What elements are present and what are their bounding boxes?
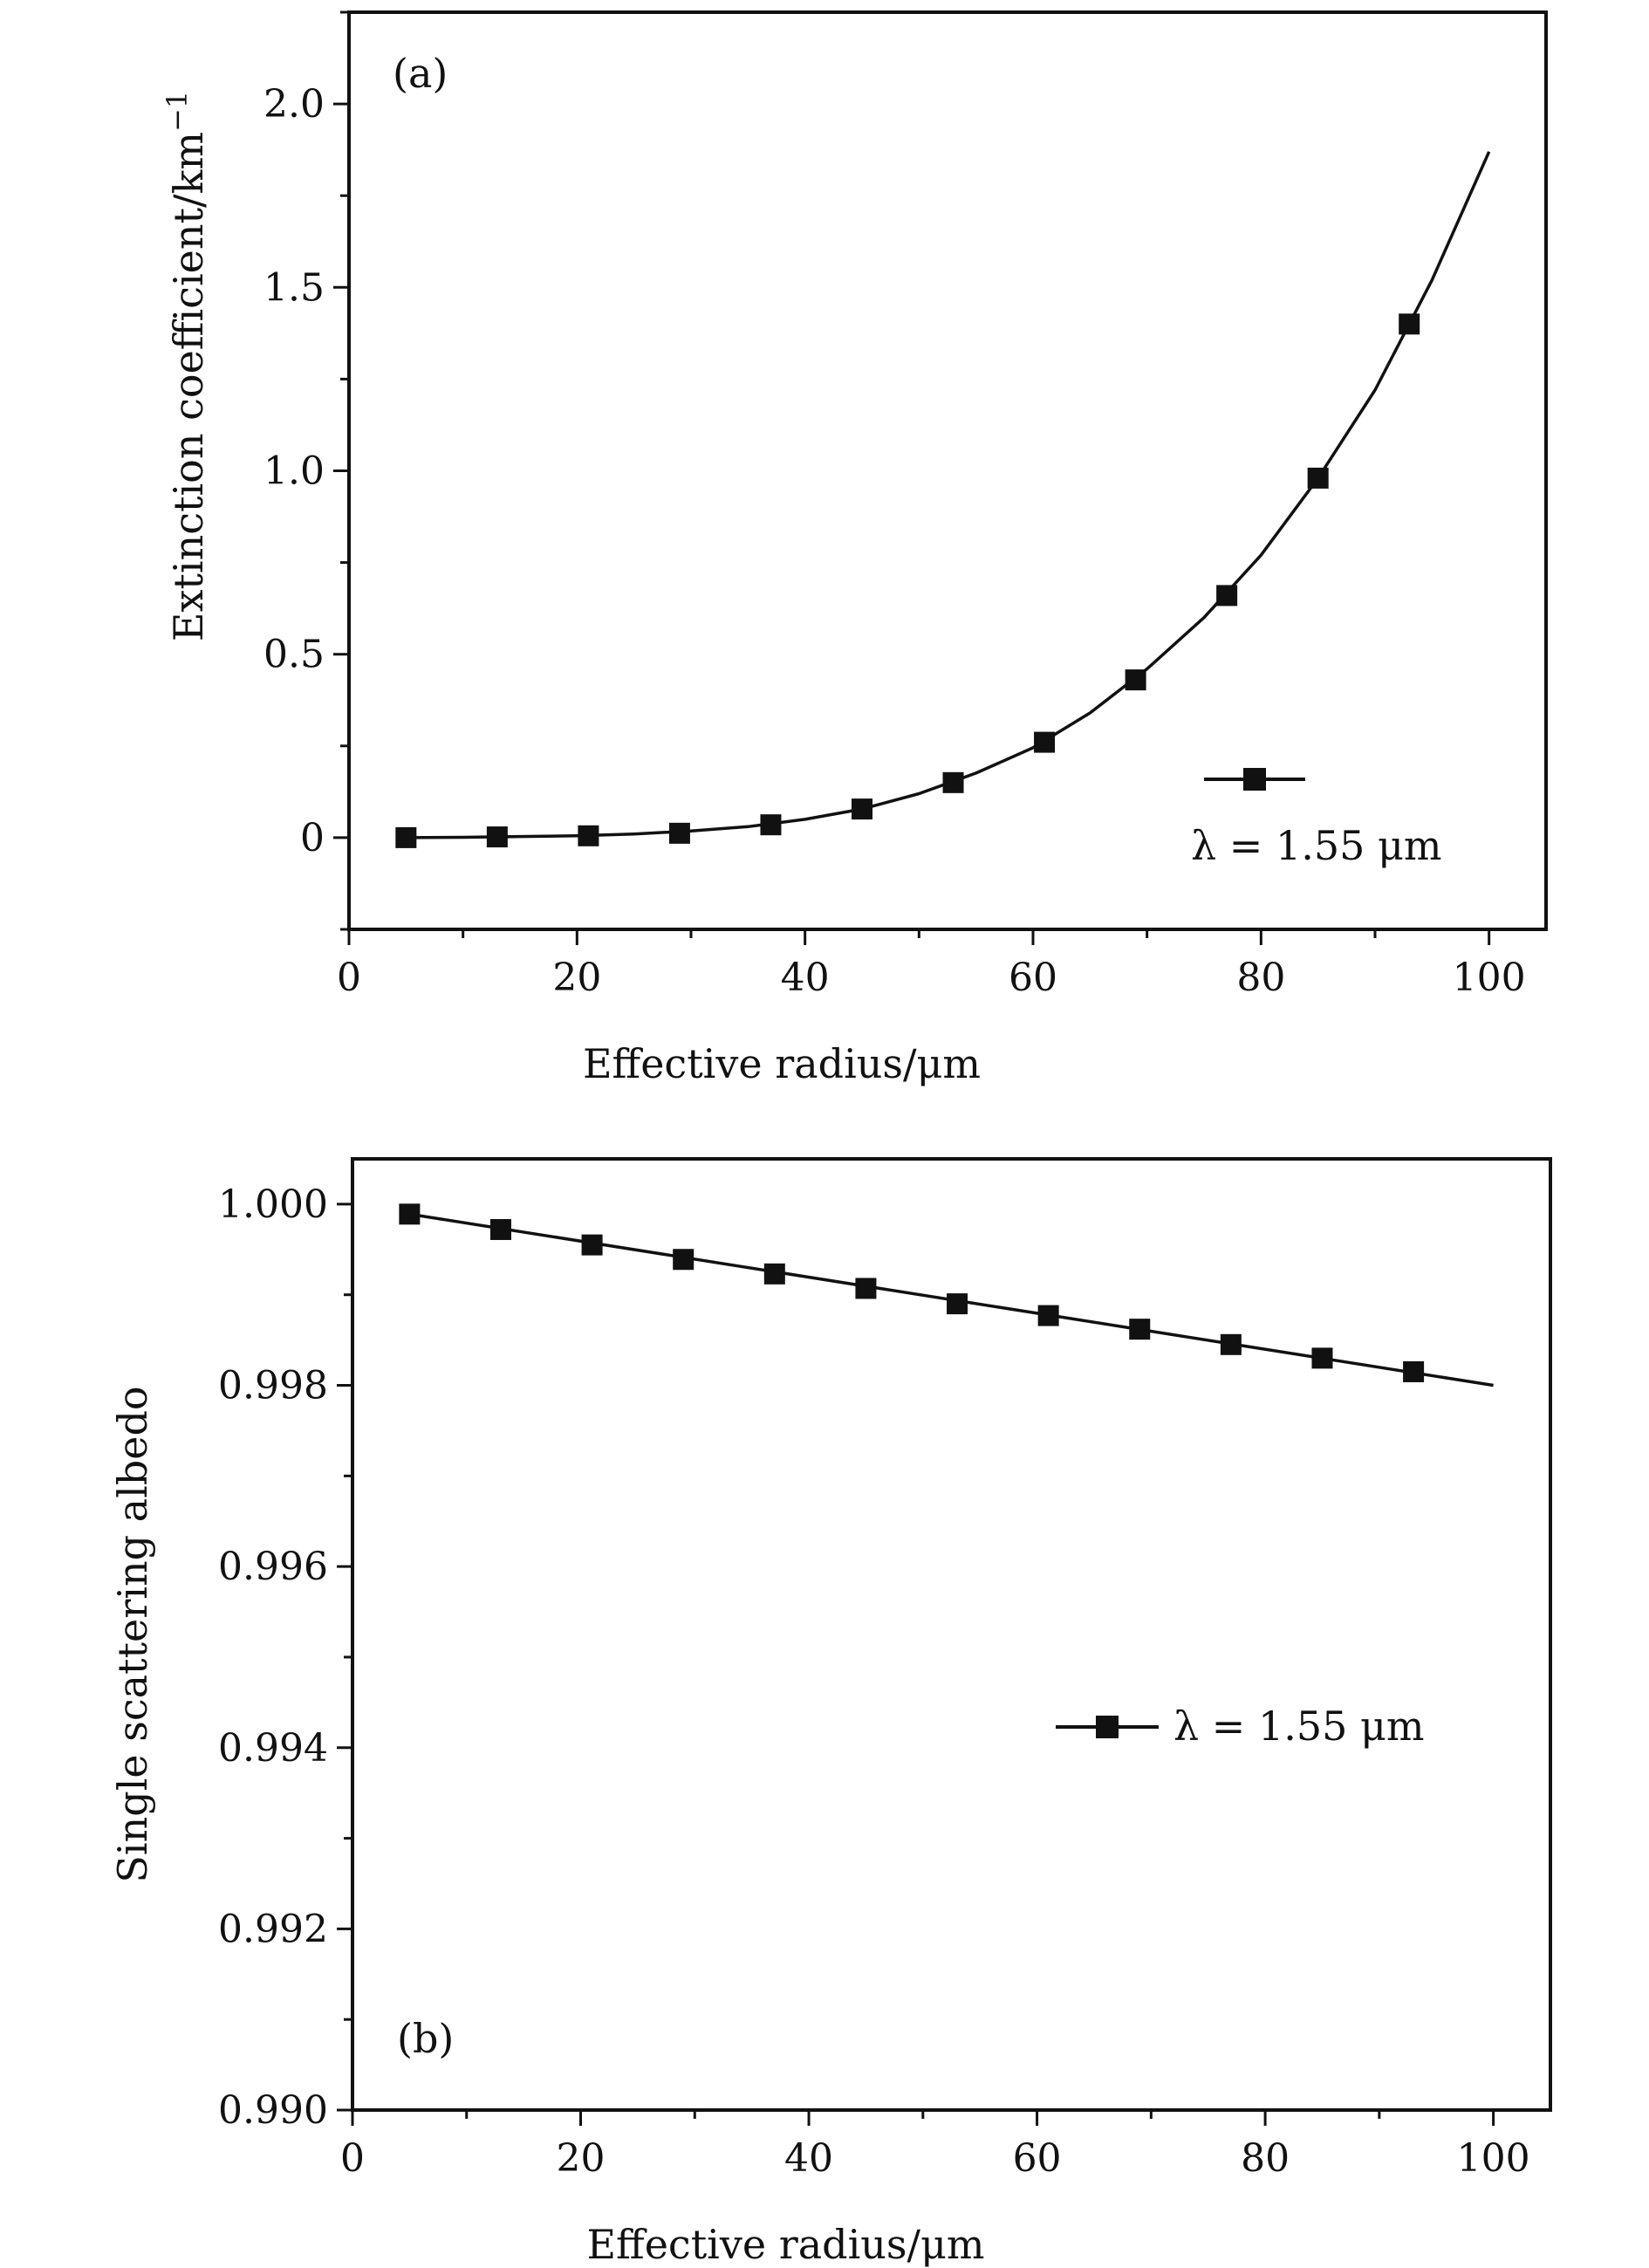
data-point — [855, 1278, 877, 1299]
x-tick-label: 80 — [1241, 2136, 1290, 2181]
panel-label: (a) — [393, 50, 448, 97]
data-point — [1216, 585, 1238, 606]
y-tick-label: 0.5 — [263, 633, 325, 677]
y-tick-label: 0.990 — [218, 2088, 328, 2133]
x-axis-title: Effective radius/μm — [586, 2221, 984, 2268]
data-point — [1220, 1333, 1242, 1355]
x-tick-label: 20 — [557, 2136, 606, 2181]
y-axis-title: Single scattering albedo — [109, 1386, 156, 1882]
x-tick-label: 80 — [1236, 956, 1285, 1000]
x-tick-label: 40 — [784, 2136, 833, 2181]
x-tick-label: 0 — [340, 2136, 365, 2181]
data-point — [1129, 1319, 1151, 1340]
x-tick-label: 0 — [337, 956, 361, 1000]
x-tick-label: 20 — [552, 956, 601, 1000]
x-tick-label: 40 — [781, 956, 830, 1000]
y-tick-label: 0.996 — [218, 1545, 328, 1589]
data-point — [1034, 731, 1056, 753]
x-tick-label: 100 — [1453, 956, 1526, 1000]
data-point — [581, 1234, 603, 1256]
data-point — [760, 814, 782, 836]
y-tick-label: 0.994 — [218, 1726, 328, 1771]
legend-marker — [1096, 1716, 1119, 1738]
data-point — [489, 1218, 511, 1240]
y-axis-title: Extinction coefficient/km−1 — [161, 91, 212, 641]
panel-a: 0 20 40 60 80 100 0 0.5 1.0 1.5 2.0 Effective radiu… — [161, 10, 1548, 1087]
y-tick-label: 1.000 — [218, 1182, 328, 1227]
data-point — [852, 798, 872, 820]
data-point — [763, 1263, 785, 1285]
data-point — [673, 1249, 694, 1271]
panel-b: 0 20 40 60 80 100 0.990 0.992 0.994 0.996 0.998 1.0… — [109, 1157, 1552, 2268]
legend-label: λ = 1.55 μm — [1191, 822, 1442, 869]
x-tick-label: 60 — [1009, 956, 1057, 1000]
data-point — [942, 771, 964, 793]
data-point — [668, 822, 690, 844]
data-point — [947, 1293, 968, 1315]
data-point — [1399, 313, 1420, 335]
y-tick-label: 0.998 — [218, 1364, 328, 1408]
data-point — [486, 826, 508, 848]
y-tick-label: 1.0 — [263, 449, 325, 494]
data-point — [578, 825, 599, 846]
data-point — [1311, 1347, 1333, 1369]
data-point — [395, 826, 417, 848]
x-axis-title: Effective radius/μm — [583, 1040, 981, 1087]
data-point — [1403, 1360, 1425, 1382]
series-line — [406, 151, 1491, 839]
plot-frame — [351, 1157, 1552, 2112]
y-tick-label: 0 — [300, 816, 325, 860]
y-tick-label: 2.0 — [263, 82, 325, 127]
data-point — [1125, 669, 1146, 691]
data-point — [1037, 1305, 1059, 1326]
data-point — [399, 1203, 421, 1225]
data-point — [1307, 467, 1329, 489]
y-tick-label: 1.5 — [263, 265, 325, 310]
y-tick-label: 0.992 — [218, 1907, 328, 1951]
x-tick-label: 100 — [1457, 2136, 1530, 2181]
panel-label: (b) — [397, 2015, 454, 2062]
legend-label: λ = 1.55 μm — [1173, 1703, 1425, 1750]
legend-marker — [1243, 768, 1266, 791]
y-axis-title-superscript: −1 — [161, 91, 194, 132]
x-tick-label: 60 — [1013, 2136, 1062, 2181]
